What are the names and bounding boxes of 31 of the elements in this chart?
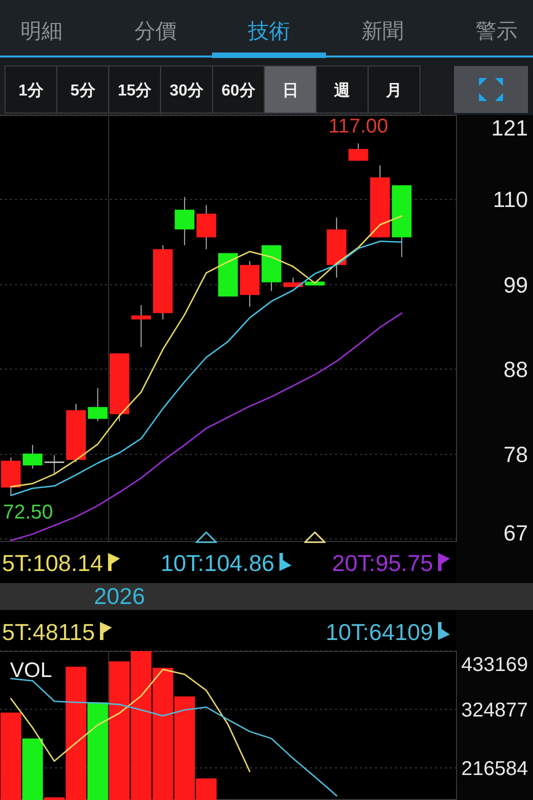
- annotation: 117.00: [328, 115, 388, 138]
- legend-label: 5T:108.14: [2, 550, 104, 576]
- legend-label: 10T:104.86: [160, 550, 274, 576]
- category-label: 15分: [118, 82, 153, 100]
- legend-label: 10T:64109: [326, 619, 433, 645]
- category-label: 日: [282, 82, 298, 100]
- y-tick-label: 78: [504, 442, 528, 468]
- category-label: 警示: [475, 20, 518, 43]
- y-tick-label: 324877: [461, 699, 528, 722]
- y-tick-label: 121: [491, 116, 528, 141]
- category-label: 技術: [247, 20, 290, 43]
- chart-title: VOL: [10, 659, 52, 682]
- category-label: 明細: [20, 20, 63, 43]
- legend-label: 5T:48115: [2, 619, 95, 645]
- y-tick-label: 216584: [461, 758, 528, 780]
- category-label: 月: [385, 82, 402, 100]
- category-label: 60分: [222, 82, 256, 100]
- category-label: 1分: [18, 82, 44, 100]
- legend-label: 20T:95.75: [332, 550, 433, 576]
- category-label: 30分: [170, 82, 204, 100]
- category-label: 新聞: [362, 20, 404, 43]
- y-tick-label: 433169: [461, 654, 528, 676]
- x-tick-label: 2026: [94, 583, 146, 609]
- y-tick-label: 110: [492, 187, 528, 212]
- y-tick-label: 99: [504, 272, 528, 298]
- annotation: 72.50: [3, 502, 54, 524]
- y-tick-label: 67: [504, 520, 528, 546]
- category-label: 5分: [70, 82, 96, 100]
- category-label: 週: [333, 82, 352, 100]
- category-label: 分價: [134, 20, 176, 43]
- y-tick-label: 88: [504, 356, 528, 382]
